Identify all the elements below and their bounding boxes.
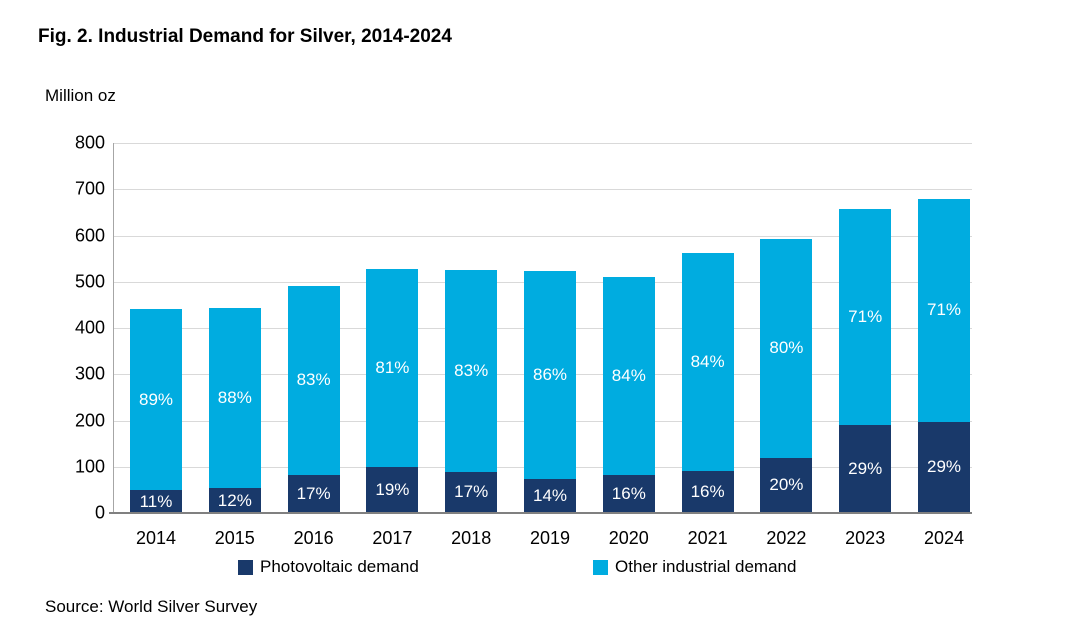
y-tick-label: 200 [74, 410, 105, 430]
bar-segment-2015-other_industrial [208, 308, 261, 489]
chart-title: Fig. 2. Industrial Demand for Silver, 20… [38, 26, 452, 47]
bar-segment-2022-other_industrial [760, 238, 813, 458]
bar-segment-2019-photovoltaic [524, 479, 576, 513]
bar-percent-label: 81% [375, 358, 410, 377]
bar-percent-label: 29% [848, 459, 883, 479]
bar-percent-label: 16% [690, 482, 725, 502]
x-tick-label-2022: 2022 [766, 528, 807, 548]
x-tick-label-2018: 2018 [451, 528, 492, 548]
x-tick-label-2014: 2014 [135, 528, 177, 548]
bar-segment-2020-photovoltaic [602, 475, 655, 513]
bar-percent-label: 11% [139, 491, 173, 511]
bar-percent-label: 80% [769, 338, 804, 358]
legend-label: Other industrial demand [615, 557, 797, 576]
bar-segment-2014-photovoltaic [130, 490, 182, 513]
bar-percent-label: 71% [926, 300, 962, 320]
x-tick-label-2024: 2024 [923, 528, 965, 548]
x-tick-label-2016: 2016 [293, 528, 334, 548]
bar-percent-label: 19% [375, 479, 410, 499]
y-tick-label: 600 [74, 225, 105, 245]
legend-item-photovoltaic: Photovoltaic demand [238, 557, 419, 576]
bar-percent-label: 14% [532, 486, 568, 506]
bar-segment-2020-other_industrial [602, 276, 655, 476]
legend-label: Photovoltaic demand [260, 557, 419, 576]
x-tick-label-2015: 2015 [214, 528, 255, 548]
bar-segment-2021-other_industrial [681, 253, 734, 472]
x-axis-line [109, 512, 972, 514]
x-tick-label-2020: 2020 [608, 528, 649, 548]
bar-percent-label: 17% [296, 483, 331, 503]
gridline-600 [113, 235, 972, 237]
bar-segment-2015-photovoltaic [208, 488, 261, 513]
gridline-800 [113, 143, 972, 144]
bar-segment-2014-other_industrial [130, 309, 182, 491]
bar-percent-label: 83% [454, 361, 489, 380]
bar-percent-label: 20% [769, 475, 804, 495]
bar-segment-2019-other_industrial [524, 270, 576, 480]
photovoltaic-swatch-icon [238, 559, 253, 575]
bar-segment-2017-other_industrial [366, 269, 419, 467]
y-tick-label: 300 [74, 363, 105, 384]
bar-segment-2016-photovoltaic [287, 474, 340, 513]
bar-segment-2021-photovoltaic [681, 471, 734, 513]
x-tick-label-2021: 2021 [687, 528, 728, 548]
bar-segment-2017-photovoltaic [366, 466, 419, 513]
legend-item-other-industrial: Other industrial demand [593, 557, 797, 576]
x-tick-label-2019: 2019 [529, 528, 571, 548]
y-tick-label: 800 [74, 132, 105, 153]
bar-percent-label: 88% [217, 388, 252, 408]
source-note: Source: World Silver Survey [45, 597, 258, 616]
x-tick-label-2023: 2023 [845, 528, 886, 548]
x-tick-label-2017: 2017 [372, 528, 413, 548]
bar-percent-label: 89% [138, 389, 174, 409]
y-tick-label: 100 [74, 456, 105, 477]
y-tick-label: 500 [74, 271, 105, 292]
bar-segment-2024-other_industrial [918, 198, 970, 422]
bar-segment-2018-other_industrial [445, 270, 498, 472]
bar-segment-2023-photovoltaic [839, 425, 892, 513]
bar-segment-2024-photovoltaic [918, 421, 970, 513]
bar-percent-label: 84% [690, 352, 725, 372]
bar-segment-2018-photovoltaic [445, 471, 498, 513]
bar-percent-label: 71% [848, 307, 883, 327]
y-tick-label: 0 [94, 502, 105, 523]
other-industrial-swatch-icon [593, 559, 608, 575]
gridline-700 [113, 189, 972, 191]
bar-segment-2016-other_industrial [287, 286, 340, 475]
bar-percent-label: 86% [532, 364, 568, 384]
bar-percent-label: 29% [926, 457, 962, 477]
y-tick-label: 700 [74, 178, 105, 199]
bar-segment-2022-photovoltaic [760, 457, 813, 513]
bar-percent-label: 83% [296, 370, 331, 390]
y-tick-label: 400 [74, 317, 105, 338]
bar-percent-label: 16% [611, 484, 646, 504]
bar-percent-label: 12% [217, 490, 252, 510]
y-axis-unit-label: Million oz [45, 86, 116, 105]
y-axis-line [113, 143, 114, 513]
bar-percent-label: 17% [454, 482, 489, 502]
bar-segment-2023-other_industrial [839, 209, 892, 426]
bar-percent-label: 84% [611, 365, 646, 385]
